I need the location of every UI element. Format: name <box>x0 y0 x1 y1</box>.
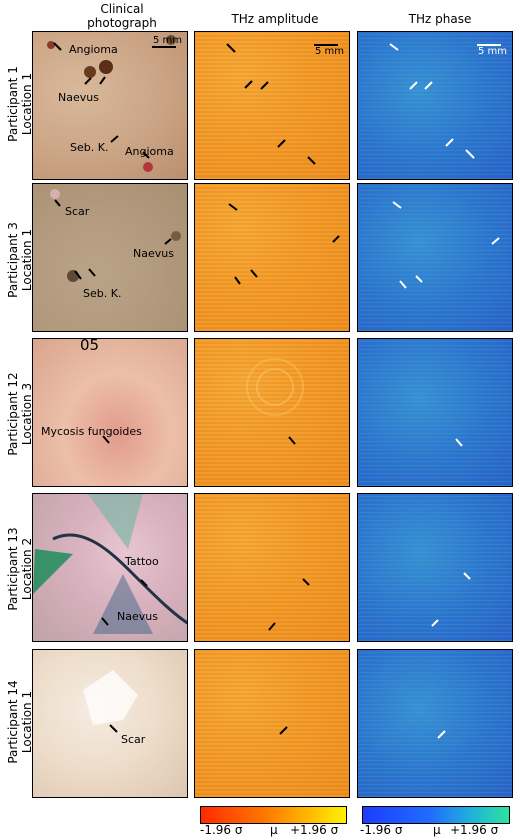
header-thz-amplitude: THz amplitude <box>231 12 319 26</box>
amp-scale-bar-label: 5 mm <box>315 46 345 57</box>
label-angioma-2: Angioma <box>125 145 174 158</box>
clinical-photo-lesions-3 <box>50 189 181 282</box>
amplitude-arrows-14 <box>279 726 288 735</box>
label-scar-14: Scar <box>121 733 146 746</box>
amplitude-arrows-1 <box>226 43 338 165</box>
header-clinical-photograph: Clinical photograph <box>87 2 157 30</box>
thz-amplitude-participant-3 <box>194 183 350 332</box>
thz-phase-participant-3 <box>357 183 513 332</box>
row-label-5: Participant 14 Location 1 <box>6 680 34 764</box>
clinical-photo-participant-1: Angioma Naevus Seb. K. Angioma 5 mm <box>32 31 188 180</box>
amplitude-arrows-12 <box>246 358 304 445</box>
thz-amplitude-participant-12 <box>194 338 350 487</box>
clinical-photo-tattoo <box>33 494 187 634</box>
phase-arrows-13 <box>431 572 471 627</box>
phase-tick-mid: μ <box>433 823 441 837</box>
photo-mark-05: 05 <box>80 338 100 354</box>
row-label-3: Participant 12 Location 3 <box>6 372 34 456</box>
amplitude-arrows-3 <box>228 203 340 285</box>
clinical-photo-lesions <box>47 35 176 172</box>
label-naevus: Naevus <box>58 91 99 104</box>
thz-amplitude-participant-14 <box>194 649 350 798</box>
row-label-1: Participant 1 Location 1 <box>6 66 34 142</box>
phase-scale-bar-label: 5 mm <box>478 46 508 57</box>
thz-amplitude-participant-1: 5 mm <box>194 31 350 180</box>
thz-phase-participant-13 <box>357 493 513 642</box>
amplitude-tick-low: -1.96 σ <box>200 823 243 837</box>
phase-tick-high: +1.96 σ <box>450 823 499 837</box>
phase-arrows-3 <box>392 201 500 289</box>
label-naevus-3: Naevus <box>133 247 174 260</box>
header-thz-phase: THz phase <box>408 12 472 26</box>
thz-amplitude-participant-13 <box>194 493 350 642</box>
phase-arrows-1 <box>389 43 501 159</box>
label-scar: Scar <box>65 205 90 218</box>
row-label-2: Participant 3 Location 1 <box>6 222 34 298</box>
scale-bar-label: 5 mm <box>153 35 183 46</box>
phase-tick-low: -1.96 σ <box>360 823 403 837</box>
thz-phase-participant-14 <box>357 649 513 798</box>
clinical-photo-participant-12: 05 Mycosis fungoides <box>32 338 188 487</box>
amplitude-colorbar <box>200 806 347 824</box>
label-seb-k: Seb. K. <box>70 141 109 154</box>
clinical-photo-scar <box>83 670 138 733</box>
clinical-photo-participant-13: Tattoo Naevus <box>32 493 188 642</box>
label-angioma-1: Angioma <box>69 43 118 56</box>
label-tattoo: Tattoo <box>125 555 159 568</box>
label-seb-k-3: Seb. K. <box>83 287 122 300</box>
thz-phase-participant-1: 5 mm <box>357 31 513 180</box>
thz-phase-participant-12 <box>357 338 513 487</box>
clinical-photo-lesions-12 <box>102 435 110 444</box>
amplitude-arrows-13 <box>268 578 310 631</box>
phase-arrows-14 <box>437 730 446 739</box>
phase-arrows-12 <box>455 438 463 447</box>
label-mycosis-fungoides: Mycosis fungoides <box>41 425 142 438</box>
phase-colorbar <box>362 806 510 824</box>
clinical-photo-participant-14: Scar <box>32 649 188 798</box>
amplitude-tick-high: +1.96 σ <box>290 823 339 837</box>
clinical-photo-participant-3: Scar Naevus Seb. K. <box>32 183 188 332</box>
label-naevus-13: Naevus <box>117 610 158 623</box>
amplitude-tick-mid: μ <box>270 823 278 837</box>
row-label-4: Participant 13 Location 2 <box>6 527 34 611</box>
